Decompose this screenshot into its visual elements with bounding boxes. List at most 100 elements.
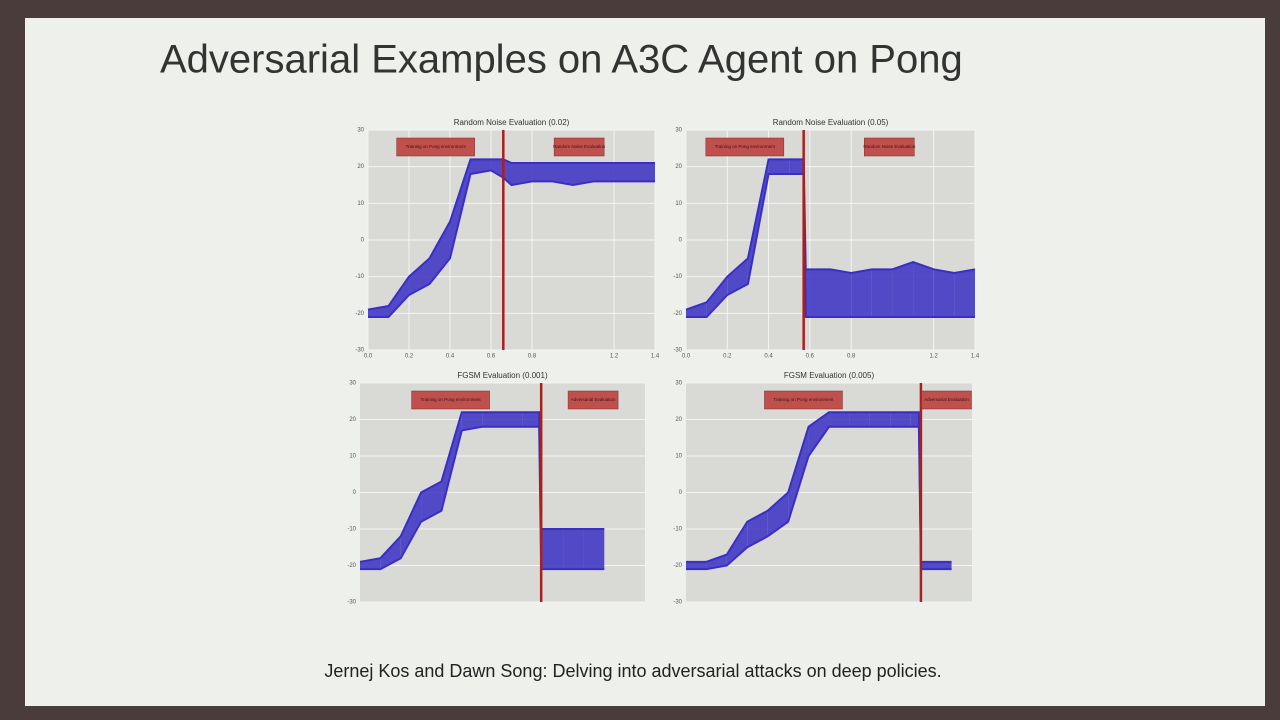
noise-band xyxy=(461,412,483,431)
noise-band xyxy=(789,159,804,174)
x-tick-label: 0.4 xyxy=(764,354,773,360)
noise-band xyxy=(511,163,532,185)
annotation-text: Training on Pong environment xyxy=(406,144,467,149)
x-tick-label: 0.2 xyxy=(723,354,732,360)
chart-title: Random Noise Evaluation (0.05) xyxy=(773,118,889,127)
y-tick-label: -10 xyxy=(673,527,682,533)
x-tick-label: 0.8 xyxy=(528,354,537,360)
noise-band xyxy=(933,269,955,317)
noise-band xyxy=(686,302,707,317)
y-tick-label: -10 xyxy=(355,274,364,280)
x-tick-label: 1.4 xyxy=(971,354,980,360)
noise-band xyxy=(380,536,401,570)
y-tick-label: 0 xyxy=(679,238,683,244)
noise-band xyxy=(421,481,442,522)
noise-band xyxy=(706,554,727,570)
y-tick-label: 20 xyxy=(357,164,364,170)
annotation-text: Adversarial Evaluation xyxy=(571,397,616,402)
annotation-box xyxy=(411,390,490,410)
annotation-box xyxy=(705,137,785,157)
x-tick-label: 0.6 xyxy=(806,354,815,360)
annotation-text: Training on Pong environment xyxy=(421,397,482,402)
noise-band xyxy=(829,412,850,427)
y-tick-label: 30 xyxy=(357,128,364,134)
y-tick-label: -30 xyxy=(355,348,364,354)
x-tick-label: 0.2 xyxy=(405,354,414,360)
noise-band xyxy=(747,510,768,548)
y-tick-label: 20 xyxy=(675,417,682,423)
noise-band xyxy=(727,258,748,295)
chart-title: FGSM Evaluation (0.001) xyxy=(457,371,548,380)
noise-band xyxy=(360,558,381,570)
noise-band xyxy=(614,163,635,182)
y-tick-label: 10 xyxy=(357,201,364,207)
x-tick-label: 0.4 xyxy=(446,354,455,360)
chart-title: Random Noise Evaluation (0.02) xyxy=(454,118,570,127)
y-tick-label: 20 xyxy=(675,164,682,170)
chart-title: FGSM Evaluation (0.005) xyxy=(784,371,875,380)
annotation-text: Adversarial Evaluation xyxy=(924,397,969,402)
annotation-text: Random Noise Evaluation xyxy=(863,144,916,149)
noise-band xyxy=(890,412,911,427)
noise-band xyxy=(920,561,952,570)
noise-band xyxy=(388,276,409,317)
x-tick-label: 1.4 xyxy=(651,354,660,360)
y-tick-label: 30 xyxy=(675,381,682,387)
noise-band xyxy=(470,159,491,174)
noise-band xyxy=(552,163,573,185)
noise-band xyxy=(706,276,728,317)
annotation-box xyxy=(764,390,843,410)
noise-band xyxy=(913,262,934,317)
y-tick-label: 20 xyxy=(349,417,356,423)
y-tick-label: 0 xyxy=(361,238,365,244)
y-tick-label: -10 xyxy=(347,527,356,533)
noise-band xyxy=(871,269,893,317)
noise-band xyxy=(429,221,450,284)
noise-band xyxy=(686,561,707,570)
y-tick-label: 10 xyxy=(675,454,682,460)
noise-band xyxy=(805,269,831,317)
y-tick-label: -10 xyxy=(673,274,682,280)
annotation-box xyxy=(864,137,915,157)
noise-band xyxy=(482,412,503,427)
y-tick-label: -30 xyxy=(673,600,682,606)
noise-band xyxy=(869,412,891,427)
y-tick-label: -20 xyxy=(673,311,682,317)
noise-band xyxy=(503,159,512,185)
noise-band xyxy=(788,426,809,522)
noise-band xyxy=(892,262,914,317)
noise-band xyxy=(450,159,471,259)
annotation-box xyxy=(553,137,605,157)
noise-band xyxy=(573,163,594,185)
y-tick-label: -30 xyxy=(673,348,682,354)
y-tick-label: -20 xyxy=(347,563,356,569)
noise-band xyxy=(767,492,789,537)
y-tick-label: -20 xyxy=(355,311,364,317)
noise-band xyxy=(593,163,614,182)
noise-band xyxy=(522,412,540,427)
noise-band xyxy=(747,159,769,284)
noise-band xyxy=(583,529,605,570)
y-tick-label: 10 xyxy=(675,201,682,207)
noise-band xyxy=(441,412,462,511)
annotation-text: Random Noise Evaluation xyxy=(553,144,606,149)
y-tick-label: 0 xyxy=(353,490,357,496)
slide xyxy=(25,18,1265,706)
annotation-box xyxy=(921,390,972,410)
citation: Jernej Kos and Dawn Song: Delving into a… xyxy=(324,661,941,681)
noise-band xyxy=(808,412,829,456)
noise-band xyxy=(563,529,584,570)
y-tick-label: 0 xyxy=(679,490,683,496)
slide-title: Adversarial Examples on A3C Agent on Pon… xyxy=(160,38,963,82)
noise-band xyxy=(532,163,553,182)
annotation-box xyxy=(567,390,619,410)
x-tick-label: 1.2 xyxy=(930,354,939,360)
y-tick-label: -20 xyxy=(673,563,682,569)
annotation-text: Training on Pong environment xyxy=(773,397,834,402)
x-tick-label: 0.0 xyxy=(682,354,691,360)
noise-band xyxy=(830,269,852,317)
noise-band xyxy=(491,159,504,178)
noise-band xyxy=(502,412,523,427)
noise-band xyxy=(954,269,975,317)
